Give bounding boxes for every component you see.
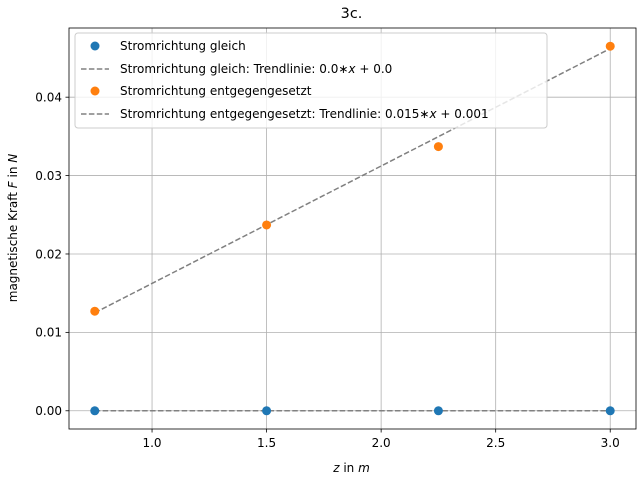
legend-trend-entgegengesetzt-prefix: Stromrichtung entgegengesetzt: Trendlini… (120, 107, 385, 121)
y-tick-label: 0.04 (35, 90, 62, 104)
legend-trend-entgegengesetzt-intercept: 0.001 (454, 107, 488, 121)
data-point-series-1 (605, 41, 615, 51)
x-tick-label: 2.0 (372, 436, 391, 450)
legend-label-entgegengesetzt: Stromrichtung entgegengesetzt (120, 84, 312, 98)
x-axis-unit: m (358, 461, 370, 475)
x-axis-var: z (332, 461, 340, 475)
legend-marker-gleich (90, 41, 100, 51)
data-point-series-0 (433, 406, 443, 416)
x-ticks: 1.0 1.5 2.0 2.5 3.0 (142, 429, 620, 450)
legend-frame (74, 32, 548, 129)
data-point-series-1 (433, 142, 443, 152)
y-axis-unit: N (6, 154, 20, 163)
y-tick-label: 0.02 (35, 247, 62, 261)
data-point-series-1 (262, 220, 272, 230)
data-point-series-0 (262, 406, 272, 416)
x-tick-label: 1.0 (142, 436, 161, 450)
data-point-series-0 (605, 406, 615, 416)
x-tick-label: 1.5 (257, 436, 276, 450)
x-tick-label: 2.5 (486, 436, 505, 450)
legend-label-trend-entgegengesetzt: Stromrichtung entgegengesetzt: Trendlini… (120, 107, 489, 121)
y-axis-label-rest: in (6, 163, 20, 182)
legend-label-trend-gleich: Stromrichtung gleich: Trendlinie: 0.0∗x … (120, 62, 392, 76)
data-points (90, 41, 615, 416)
legend-label-gleich: Stromrichtung gleich (120, 39, 246, 53)
data-point-series-0 (90, 406, 100, 416)
legend: Stromrichtung gleich Stromrichtung gleic… (74, 32, 548, 129)
y-ticks: 0.00 0.01 0.02 0.03 0.04 (35, 90, 69, 418)
y-tick-label: 0.01 (35, 326, 62, 340)
legend-trend-gleich-slope: 0.0 (319, 62, 338, 76)
data-point-series-1 (90, 306, 100, 316)
y-axis-label-pre: magnetische Kraft (6, 188, 20, 302)
y-axis-label: magnetische Kraft F in N (6, 154, 20, 303)
x-axis-label: z in m (332, 461, 370, 475)
legend-trend-gleich-prefix: Stromrichtung gleich: Trendlinie: (120, 62, 319, 76)
legend-marker-entgegengesetzt (90, 86, 100, 96)
chart-title: 3c. (341, 6, 363, 22)
y-tick-label: 0.03 (35, 169, 62, 183)
y-tick-label: 0.00 (35, 404, 62, 418)
x-tick-label: 3.0 (601, 436, 620, 450)
x-axis-label-rest: in (340, 461, 359, 475)
legend-trend-gleich-intercept: 0.0 (373, 62, 392, 76)
legend-trend-entgegengesetzt-slope: 0.015 (385, 107, 419, 121)
plot-frame (68, 27, 637, 430)
y-axis-var: F (6, 180, 20, 188)
